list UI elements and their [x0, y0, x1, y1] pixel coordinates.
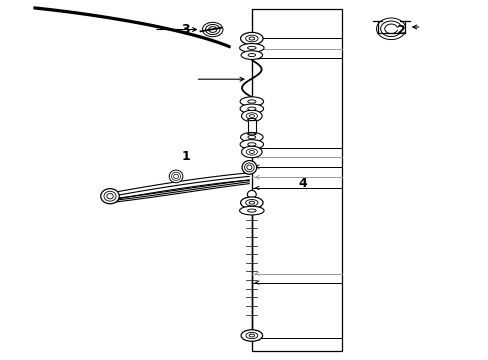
Text: 1: 1 — [181, 150, 190, 163]
Ellipse shape — [241, 51, 262, 59]
Ellipse shape — [247, 209, 256, 212]
Ellipse shape — [244, 163, 254, 172]
Ellipse shape — [247, 107, 255, 111]
Ellipse shape — [245, 113, 257, 119]
Ellipse shape — [241, 330, 262, 341]
Text: 3: 3 — [181, 23, 190, 36]
Ellipse shape — [248, 201, 254, 204]
Ellipse shape — [248, 37, 254, 40]
Ellipse shape — [169, 170, 183, 183]
Ellipse shape — [240, 197, 263, 208]
Text: 4: 4 — [298, 177, 307, 190]
Ellipse shape — [208, 27, 216, 32]
Ellipse shape — [240, 140, 263, 149]
Text: 2: 2 — [396, 24, 405, 37]
Ellipse shape — [249, 114, 254, 117]
Ellipse shape — [173, 174, 178, 179]
Ellipse shape — [240, 104, 263, 113]
Ellipse shape — [202, 22, 223, 37]
Ellipse shape — [104, 191, 116, 201]
Ellipse shape — [248, 334, 254, 337]
Ellipse shape — [247, 135, 255, 139]
Ellipse shape — [171, 172, 180, 180]
Ellipse shape — [247, 54, 255, 57]
Ellipse shape — [247, 190, 256, 198]
Ellipse shape — [245, 199, 258, 206]
Ellipse shape — [247, 133, 256, 135]
Ellipse shape — [240, 132, 263, 142]
Ellipse shape — [240, 97, 263, 106]
Ellipse shape — [205, 24, 220, 35]
Ellipse shape — [240, 32, 263, 45]
Ellipse shape — [247, 143, 255, 146]
Bar — [247, 120, 256, 134]
Ellipse shape — [247, 118, 256, 121]
Ellipse shape — [249, 150, 254, 153]
Ellipse shape — [242, 161, 256, 174]
Ellipse shape — [247, 46, 256, 49]
Ellipse shape — [239, 44, 264, 52]
Bar — [251, 9, 342, 351]
Ellipse shape — [245, 35, 258, 42]
Ellipse shape — [106, 194, 113, 199]
Ellipse shape — [246, 165, 251, 170]
Ellipse shape — [241, 110, 262, 122]
Ellipse shape — [101, 189, 119, 204]
Ellipse shape — [241, 146, 262, 158]
Ellipse shape — [245, 332, 257, 339]
Ellipse shape — [247, 100, 255, 103]
Ellipse shape — [245, 149, 257, 155]
Ellipse shape — [239, 206, 264, 215]
